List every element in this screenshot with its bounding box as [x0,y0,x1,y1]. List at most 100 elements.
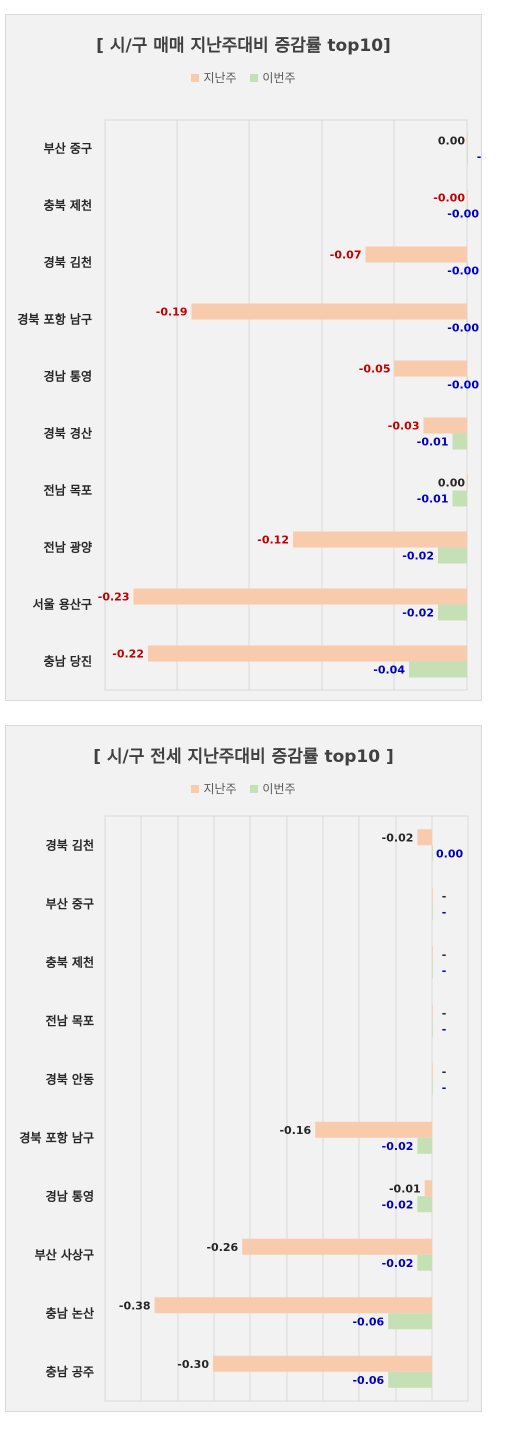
category-label: 충남 공주 [46,1364,94,1379]
bar-curr-week [452,490,467,507]
data-label-curr: - [442,1081,447,1094]
bar-curr-week [417,1196,432,1213]
data-label-curr: - [442,1023,447,1036]
data-label-curr: -0.00 [447,208,479,221]
data-label-prev: -0.19 [156,306,188,319]
data-label-curr: -0.02 [382,1140,414,1153]
data-label-curr: -0.00 [447,265,479,278]
data-label-prev: -0.23 [98,591,130,604]
bar-curr-week [432,1079,433,1096]
bar-prev-week [424,1180,432,1197]
category-label: 충남 당진 [44,654,92,669]
category-label: 경북 김천 [46,837,94,852]
category-label: 부산 사상구 [35,1247,94,1262]
bar-prev-week [417,829,432,846]
chart-title: [ 시/구 전세 지난주대비 증감률 top10 ] [93,747,394,767]
category-label: 전남 목포 [44,483,92,498]
category-label: 경북 포항 남구 [19,1130,94,1145]
bar-prev-week [394,360,467,377]
chart-legend: 지난주 이번주 [6,69,481,86]
data-label-prev: -0.12 [257,534,289,547]
category-label: 경남 통영 [44,369,92,384]
category-label: 경북 김천 [44,255,92,270]
category-label: 충남 논산 [46,1305,94,1320]
chart-legend: 지난주 이번주 [6,780,481,797]
data-label-curr: -0.06 [352,1374,384,1387]
data-label-curr: -0.01 [417,493,449,506]
category-label: 서울 용산구 [33,597,92,612]
jeonse-chart-panel: [ 시/구 전세 지난주대비 증감률 top10 ] 지난주 이번주 경북 김천… [5,725,482,1412]
data-label-curr: -0.00 [447,322,479,335]
bar-prev-week [242,1238,432,1255]
bar-curr-week [409,661,467,678]
data-label-prev: - [442,1007,447,1020]
bar-curr-week [432,1020,433,1037]
data-label-curr: -0.00 [447,379,479,392]
category-label: 충북 제천 [44,198,92,213]
bar-prev-week [154,1297,432,1314]
data-label-prev: -0.26 [206,1241,238,1254]
data-label-curr: - [477,151,482,164]
bar-prev-week [432,1063,433,1080]
sale-chart-plot: 부산 중구 0.00- 충북 제천 -0.00 -0.00 경북 김천 -0.07 -0.00… [17,119,482,691]
data-label-curr: -0.02 [402,607,434,620]
category-label: 경남 통영 [46,1188,94,1203]
data-label-curr: -0.01 [417,436,449,449]
data-label-curr: -0.04 [373,664,405,677]
category-label: 전남 목포 [46,1013,94,1028]
bar-curr-week [417,1254,432,1271]
bar-curr-week [452,433,467,450]
data-label-prev: -0.38 [119,1299,151,1312]
bar-prev-week [133,588,467,605]
data-label-prev: -0.16 [279,1124,311,1137]
category-label: 부산 중구 [46,896,94,911]
bar-prev-week [467,474,468,491]
data-label-curr: - [442,906,447,919]
plot-area [104,815,469,1402]
data-label-prev: -0.00 [433,192,465,205]
data-label-prev: -0.07 [330,249,362,262]
bar-prev-week [191,303,467,320]
bar-curr-week [467,319,468,336]
data-label-prev: - [442,948,447,961]
sale-chart-panel: [ 시/구 매매 지난주대비 증감률 top10] 지난주 이번주 부산 중구 0… [5,14,482,701]
bar-curr-week [432,845,433,862]
bar-prev-week [293,531,467,548]
bar-curr-week [388,1371,432,1388]
data-label-prev: -0.22 [112,648,144,661]
plot-area [104,119,468,691]
data-label-curr: 0.00 [436,847,463,860]
category-label: 부산 중구 [44,141,92,156]
category-label: 경북 포항 남구 [17,312,92,327]
legend-item-curr: 이번주 [250,69,296,86]
data-label-prev: -0.03 [388,420,420,433]
bar-prev-week [432,1004,433,1021]
category-label: 충북 제천 [46,954,94,969]
legend-item-prev: 지난주 [191,780,237,797]
bar-prev-week [467,132,468,149]
bar-curr-week [467,376,468,393]
bar-prev-week [213,1355,432,1372]
data-label-prev: - [442,890,447,903]
bar-curr-week [467,205,468,222]
category-label: 전남 광양 [44,540,92,555]
bar-curr-week [438,547,467,564]
data-label-prev: 0.00 [438,135,465,148]
data-label-prev: -0.02 [382,831,414,844]
bar-curr-week [432,962,433,979]
data-label-curr: -0.02 [382,1198,414,1211]
bar-prev-week [365,246,467,263]
bar-curr-week [432,903,433,920]
bar-prev-week [467,189,468,206]
data-label-prev: -0.05 [359,363,391,376]
bar-curr-week [438,604,467,621]
data-label-curr: - [442,964,447,977]
legend-item-prev: 지난주 [191,69,237,86]
bar-curr-week [467,148,468,165]
data-label-curr: -0.06 [352,1315,384,1328]
bar-prev-week [432,887,433,904]
category-label: 경북 경산 [44,426,92,441]
data-label-curr: -0.02 [402,550,434,563]
bar-prev-week [315,1121,432,1138]
chart-title: [ 시/구 매매 지난주대비 증감률 top10] [96,36,391,56]
